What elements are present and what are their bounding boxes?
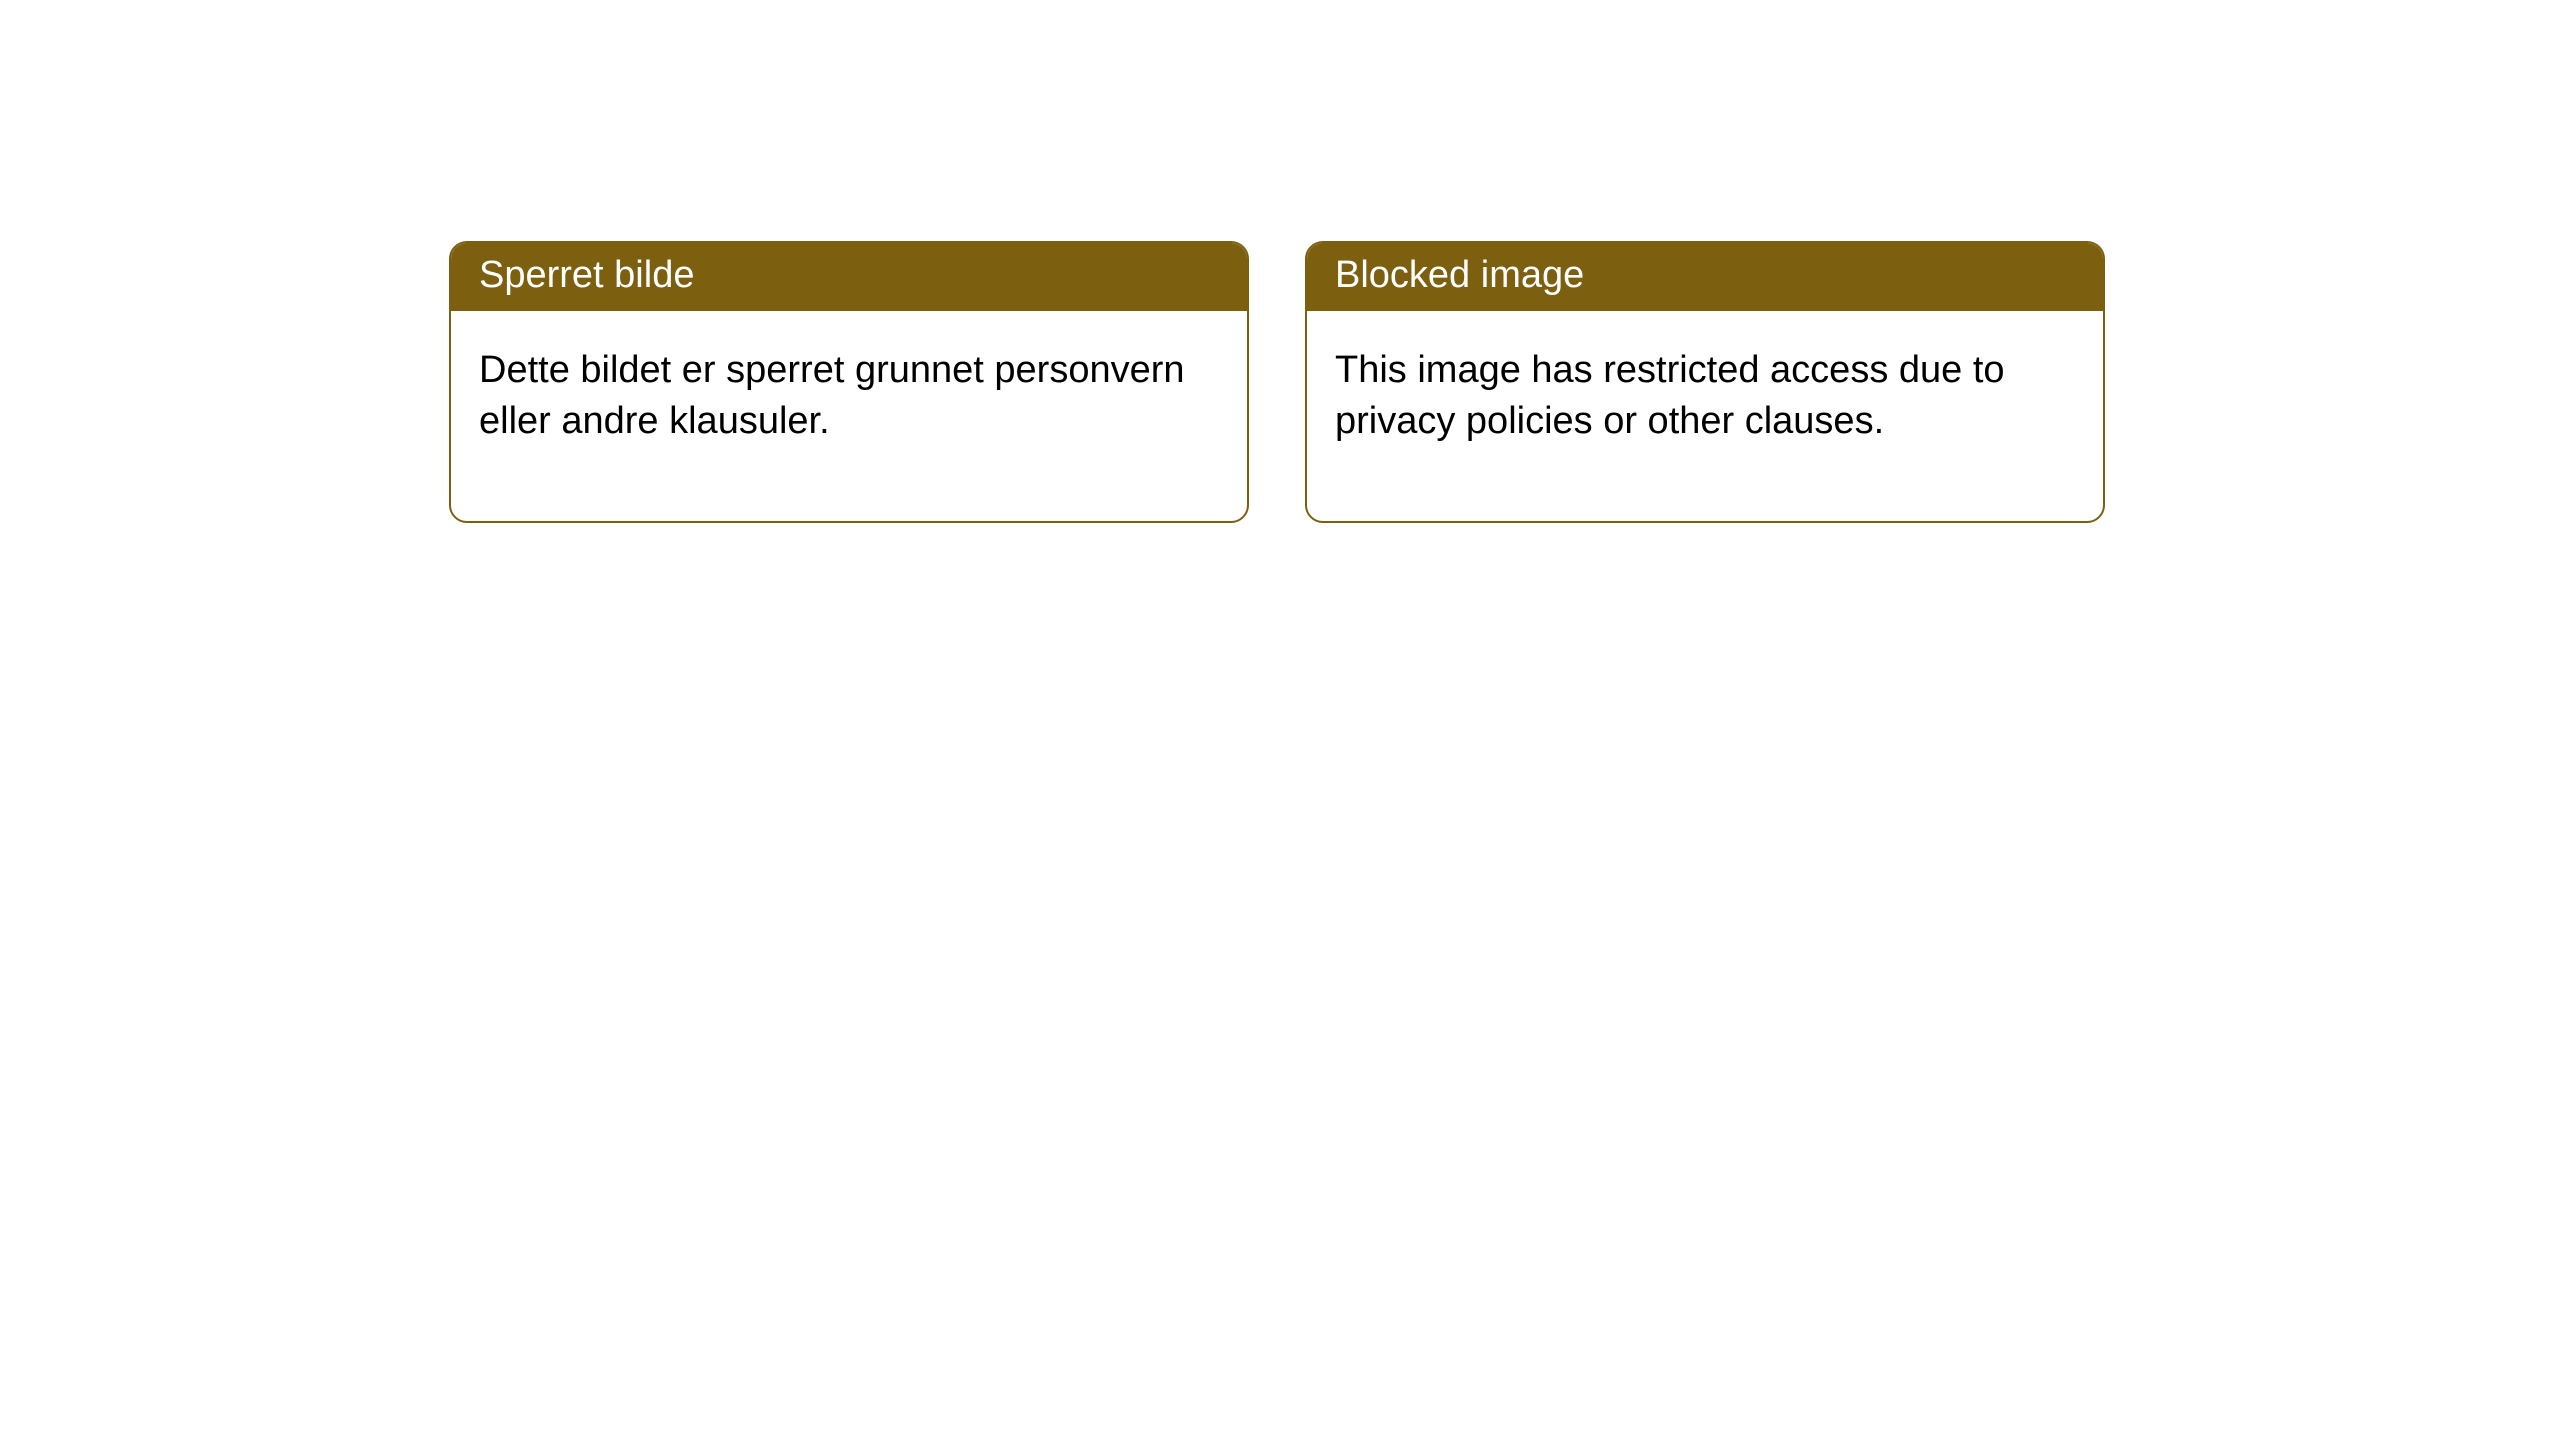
notice-card-norwegian: Sperret bilde Dette bildet er sperret gr… [449, 241, 1249, 523]
notice-body-norwegian: Dette bildet er sperret grunnet personve… [451, 311, 1247, 522]
notice-title-english: Blocked image [1307, 243, 2103, 311]
notice-title-norwegian: Sperret bilde [451, 243, 1247, 311]
notice-card-english: Blocked image This image has restricted … [1305, 241, 2105, 523]
notice-container: Sperret bilde Dette bildet er sperret gr… [449, 241, 2105, 523]
notice-body-english: This image has restricted access due to … [1307, 311, 2103, 522]
